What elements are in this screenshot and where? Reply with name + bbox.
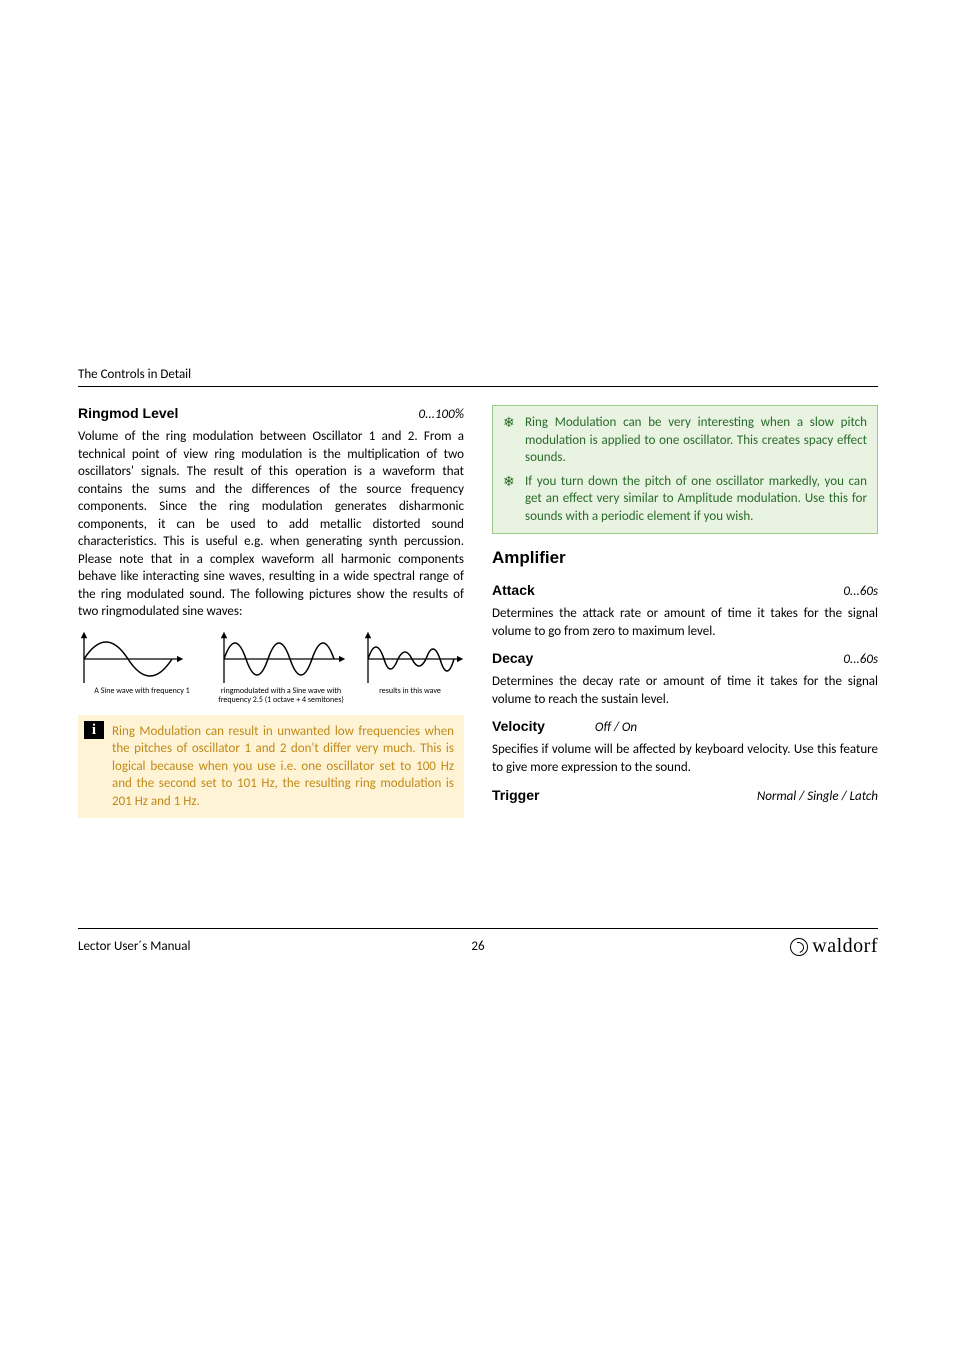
running-head: The Controls in Detail <box>78 367 878 387</box>
right-column: ❄ Ring Modulation can be very interestin… <box>492 405 878 826</box>
waveform-svg <box>78 631 464 687</box>
info-icon: i <box>84 721 104 739</box>
ringmod-figure: A Sine wave with frequency 1 ringmodulat… <box>78 631 464 705</box>
snowflake-icon: ❄ <box>503 473 515 492</box>
param-decay-head: Decay 0...60s <box>492 650 878 667</box>
param-velocity-head: Velocity Off / On <box>492 718 878 735</box>
param-range: 0...60s <box>843 584 878 599</box>
param-range: 0...100% <box>419 407 465 422</box>
wave-panel-3 <box>368 635 460 683</box>
param-trigger-head: Trigger Normal / Single / Latch <box>492 787 878 804</box>
fig-caption-1: A Sine wave with frequency 1 <box>78 687 206 705</box>
param-name: Trigger <box>492 787 539 803</box>
two-column-layout: Ringmod Level 0...100% Volume of the rin… <box>78 405 878 826</box>
param-attack-head: Attack 0...60s <box>492 582 878 599</box>
page-content: The Controls in Detail Ringmod Level 0..… <box>78 367 878 826</box>
left-column: Ringmod Level 0...100% Volume of the rin… <box>78 405 464 826</box>
param-name: Attack <box>492 582 535 598</box>
tip-callout-box: ❄ Ring Modulation can be very interestin… <box>492 405 878 534</box>
param-attack-para: Determines the attack rate or amount of … <box>492 605 878 640</box>
fig-caption-3: results in this wave <box>356 687 464 705</box>
param-name: Decay <box>492 650 533 666</box>
footer-page-number: 26 <box>471 939 484 954</box>
tip-item: ❄ If you turn down the pitch of one osci… <box>503 473 867 526</box>
info-callout: i Ring Modulation can result in unwanted… <box>78 715 464 819</box>
param-range: Normal / Single / Latch <box>757 789 878 804</box>
param-ringmod-level-head: Ringmod Level 0...100% <box>78 405 464 422</box>
param-range: Off / On <box>595 720 637 735</box>
tip-text: If you turn down the pitch of one oscill… <box>525 474 867 524</box>
tip-item: ❄ Ring Modulation can be very interestin… <box>503 414 867 467</box>
param-name: Ringmod Level <box>78 405 178 421</box>
param-decay-para: Determines the decay rate or amount of t… <box>492 673 878 708</box>
page-footer: Lector User´s Manual 26 waldorf <box>78 928 878 958</box>
tip-text: Ring Modulation can be very interesting … <box>525 415 867 465</box>
brand-swirl-icon <box>790 938 808 956</box>
brand-text: waldorf <box>812 935 878 958</box>
footer-brand: waldorf <box>790 935 878 958</box>
wave-panel-1 <box>84 635 180 683</box>
param-ringmod-level-para: Volume of the ring modulation between Os… <box>78 428 464 621</box>
param-range: 0...60s <box>843 652 878 667</box>
wave-panel-2 <box>224 635 342 683</box>
fig-caption-2: ringmodulated with a Sine wave with freq… <box>206 687 356 705</box>
info-callout-text: Ring Modulation can result in unwanted l… <box>112 724 454 809</box>
footer-manual-title: Lector User´s Manual <box>78 939 190 954</box>
section-amplifier: Amplifier <box>492 548 878 568</box>
param-name: Velocity <box>492 718 545 734</box>
param-velocity-para: Specifies if volume will be affected by … <box>492 741 878 776</box>
snowflake-icon: ❄ <box>503 414 515 433</box>
figure-captions: A Sine wave with frequency 1 ringmodulat… <box>78 687 464 705</box>
